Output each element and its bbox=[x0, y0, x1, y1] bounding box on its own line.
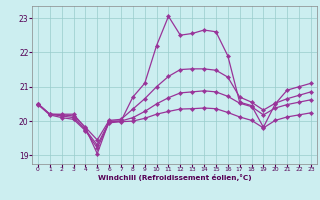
X-axis label: Windchill (Refroidissement éolien,°C): Windchill (Refroidissement éolien,°C) bbox=[98, 174, 251, 181]
